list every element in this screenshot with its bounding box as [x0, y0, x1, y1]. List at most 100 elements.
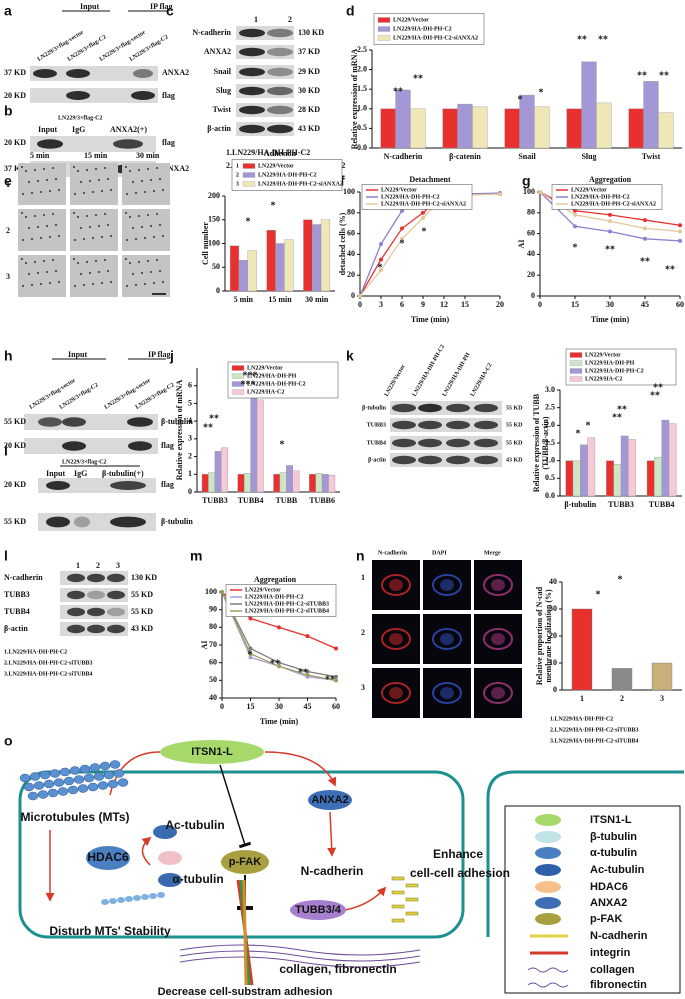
legend-frame	[565, 348, 677, 386]
cell-stain	[389, 633, 403, 645]
bar	[643, 81, 659, 149]
micrograph	[70, 163, 118, 205]
x-tick-label: 20	[496, 300, 504, 309]
n-cadherin	[405, 911, 419, 916]
legend-swatch	[569, 368, 583, 374]
bar	[571, 608, 593, 691]
microtubule	[125, 896, 133, 902]
anxa2	[308, 790, 352, 810]
n-cadherin	[391, 904, 405, 909]
x-tick-label: 60	[332, 702, 340, 711]
panel-label: j	[169, 348, 174, 364]
significance: *	[422, 226, 427, 237]
blot	[30, 88, 158, 103]
cell-dot	[89, 180, 91, 182]
microtubule	[23, 782, 35, 792]
mw-label: 130 KD	[298, 28, 324, 37]
bar	[654, 456, 662, 497]
microtubule	[89, 763, 101, 772]
x-tick-label: Twist	[642, 152, 661, 161]
blot-band	[74, 516, 90, 528]
cell-dot	[86, 215, 88, 217]
legend-label: LN229/HA-DH-PH-C2	[393, 26, 452, 32]
bar	[247, 250, 257, 292]
cell-dot	[162, 189, 164, 191]
cell-dot	[74, 285, 76, 287]
tubb	[290, 900, 346, 920]
microtubule	[103, 770, 115, 780]
cell-dot	[150, 225, 152, 227]
cell-dot	[107, 178, 109, 180]
x-tick-label: 45	[304, 702, 312, 711]
cell-dot	[25, 216, 27, 218]
cell-dot	[40, 237, 42, 239]
cell-dot	[125, 212, 127, 214]
point	[334, 678, 338, 683]
diagram-label: α-tubulin	[172, 872, 223, 886]
significance: *	[586, 420, 591, 431]
legend-label: LN229/HA-DH-PH-C2-siANXA2	[571, 201, 656, 207]
cell-dot	[34, 261, 36, 263]
point	[643, 236, 647, 241]
y-axis-label: AI	[200, 641, 209, 650]
bar	[321, 474, 329, 493]
band-label: ANXA2	[162, 68, 189, 77]
cell-dot	[43, 214, 45, 216]
lane-label: 3	[116, 561, 120, 570]
panel-label: b	[4, 103, 13, 119]
diagram-label: cell-cell adhesion	[410, 866, 510, 880]
lane-label: IgG	[72, 125, 85, 134]
band-label: ANXA2	[204, 47, 231, 56]
cell-dot	[52, 167, 54, 169]
blot-band	[474, 438, 498, 448]
legend-swatch	[569, 360, 583, 366]
microtubule	[99, 761, 111, 771]
point	[643, 226, 647, 231]
row-label: 2	[6, 226, 10, 235]
microtubule	[113, 769, 125, 778]
bar	[221, 447, 228, 493]
cell-stain	[440, 579, 454, 591]
blot-band	[87, 624, 105, 634]
legend-swatch	[231, 389, 245, 395]
legend-note: 2.LN229/HA-DH-PH-C2-siTUBB3	[550, 727, 639, 733]
blot-band	[46, 516, 70, 528]
cell-dot	[104, 167, 106, 169]
legend-box	[504, 805, 681, 994]
bar	[273, 474, 281, 493]
point	[573, 224, 577, 229]
cell-dot	[40, 283, 42, 285]
micrograph	[70, 209, 118, 251]
bar	[309, 474, 316, 493]
bar	[596, 102, 612, 149]
column-label: 5 min	[30, 151, 50, 160]
significance: **	[637, 70, 647, 81]
legend-label: LN229/HA-DH-PH-C2	[381, 194, 440, 200]
lane-label: LN229/HA-DH-PH-C2	[412, 344, 447, 398]
diagram-label: HDAC6	[87, 850, 129, 864]
blot-band	[107, 590, 125, 600]
cell-dot	[162, 235, 164, 237]
cell-dot	[89, 226, 91, 228]
y-tick-label: 2.5	[545, 402, 555, 411]
cell-stain	[432, 682, 462, 704]
cell-dot	[52, 259, 54, 261]
legend-swatch	[231, 373, 245, 379]
mw-label: 43 KD	[131, 624, 153, 633]
y-tick-label: 1	[188, 469, 192, 478]
x-tick-label: 9	[421, 300, 425, 309]
y-axis-label: Cell number	[201, 222, 210, 265]
cell-dot	[144, 283, 146, 285]
bar	[628, 439, 636, 497]
blot-band	[239, 124, 265, 134]
band-label: N-cadherin	[4, 573, 43, 582]
mw-label: 20 KD	[4, 441, 26, 450]
y-axis-label: Relative proportion of N-cad	[535, 586, 544, 685]
bar	[572, 460, 581, 497]
cell-dot	[144, 237, 146, 239]
y-tick-label: 20	[549, 631, 557, 640]
cell-dot	[49, 190, 51, 192]
column-label: 15 min	[84, 151, 108, 160]
significance: *	[576, 428, 581, 439]
